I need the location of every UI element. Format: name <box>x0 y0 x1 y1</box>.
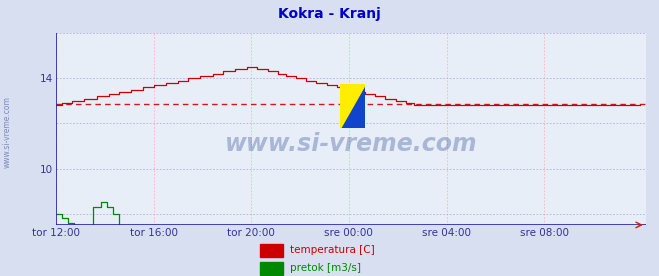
Text: pretok [m3/s]: pretok [m3/s] <box>290 263 361 273</box>
Text: temperatura [C]: temperatura [C] <box>290 245 375 255</box>
Text: www.si-vreme.com: www.si-vreme.com <box>225 132 477 156</box>
Polygon shape <box>340 84 365 128</box>
Text: www.si-vreme.com: www.si-vreme.com <box>3 97 12 168</box>
Text: Kokra - Kranj: Kokra - Kranj <box>278 7 381 21</box>
Polygon shape <box>340 84 365 128</box>
